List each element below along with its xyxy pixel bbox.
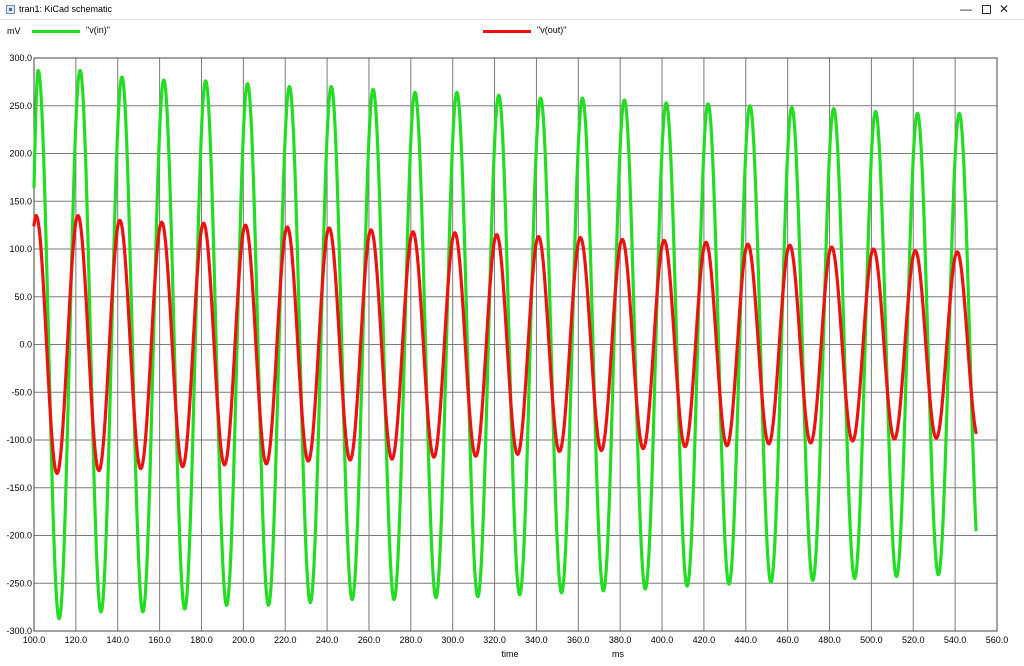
y-tick-label: 50.0 [14,292,32,302]
y-tick-label: 250.0 [9,101,32,111]
x-tick-label: 140.0 [106,635,129,645]
legend-line-vout [483,30,531,33]
x-tick-label: 420.0 [693,635,716,645]
y-tick-label: 0.0 [19,340,32,350]
y-tick-label: -50.0 [11,387,32,397]
x-tick-label: 100.0 [23,635,46,645]
legend-label-vout: "v(out)" [537,25,567,35]
x-axis-label: time [501,649,518,659]
legend-label-vin: "v(in)" [86,25,110,35]
x-tick-label: 520.0 [902,635,925,645]
minimize-button[interactable]: — [960,2,972,16]
x-tick-label: 120.0 [65,635,88,645]
x-tick-label: 480.0 [818,635,841,645]
legend-item-vout[interactable]: "v(out)" [483,24,603,38]
y-tick-label: -200.0 [6,531,32,541]
x-tick-label: 260.0 [358,635,381,645]
x-tick-label: 400.0 [651,635,674,645]
x-tick-label: 220.0 [274,635,297,645]
x-tick-label: 340.0 [525,635,548,645]
y-tick-label: -100.0 [6,435,32,445]
y-tick-label: 150.0 [9,196,32,206]
legend-item-vin[interactable]: "v(in)" [32,24,152,38]
x-tick-label: 200.0 [232,635,255,645]
y-tick-label: -300.0 [6,626,32,636]
x-tick-label: 240.0 [316,635,339,645]
y-tick-label: 300.0 [9,53,32,63]
y-tick-label: 100.0 [9,244,32,254]
window-titlebar: tran1: KiCad schematic — ✕ [0,0,1024,20]
maximize-icon [981,5,991,15]
x-tick-label: 380.0 [609,635,632,645]
x-tick-label: 300.0 [441,635,464,645]
x-tick-label: 320.0 [483,635,506,645]
x-tick-label: 180.0 [190,635,213,645]
window-title: tran1: KiCad schematic [19,4,113,14]
x-unit-label: ms [612,649,624,659]
y-tick-label: 200.0 [9,149,32,159]
y-tick-label: -150.0 [6,483,32,493]
legend-line-vin [32,30,80,33]
app-icon [6,5,15,14]
maximize-button[interactable] [971,0,1001,19]
plot-frame [33,57,998,632]
y-tick-label: -250.0 [6,578,32,588]
y-unit-label: mV [7,26,21,36]
x-tick-label: 360.0 [567,635,590,645]
series-line-vout [32,213,978,476]
close-button[interactable]: ✕ [998,2,1010,16]
x-tick-label: 500.0 [860,635,883,645]
x-tick-label: 560.0 [986,635,1009,645]
x-tick-label: 160.0 [148,635,171,645]
x-tick-label: 460.0 [776,635,799,645]
x-tick-label: 440.0 [735,635,758,645]
series-line-vin [32,68,978,621]
x-tick-label: 280.0 [400,635,423,645]
x-tick-label: 540.0 [944,635,967,645]
